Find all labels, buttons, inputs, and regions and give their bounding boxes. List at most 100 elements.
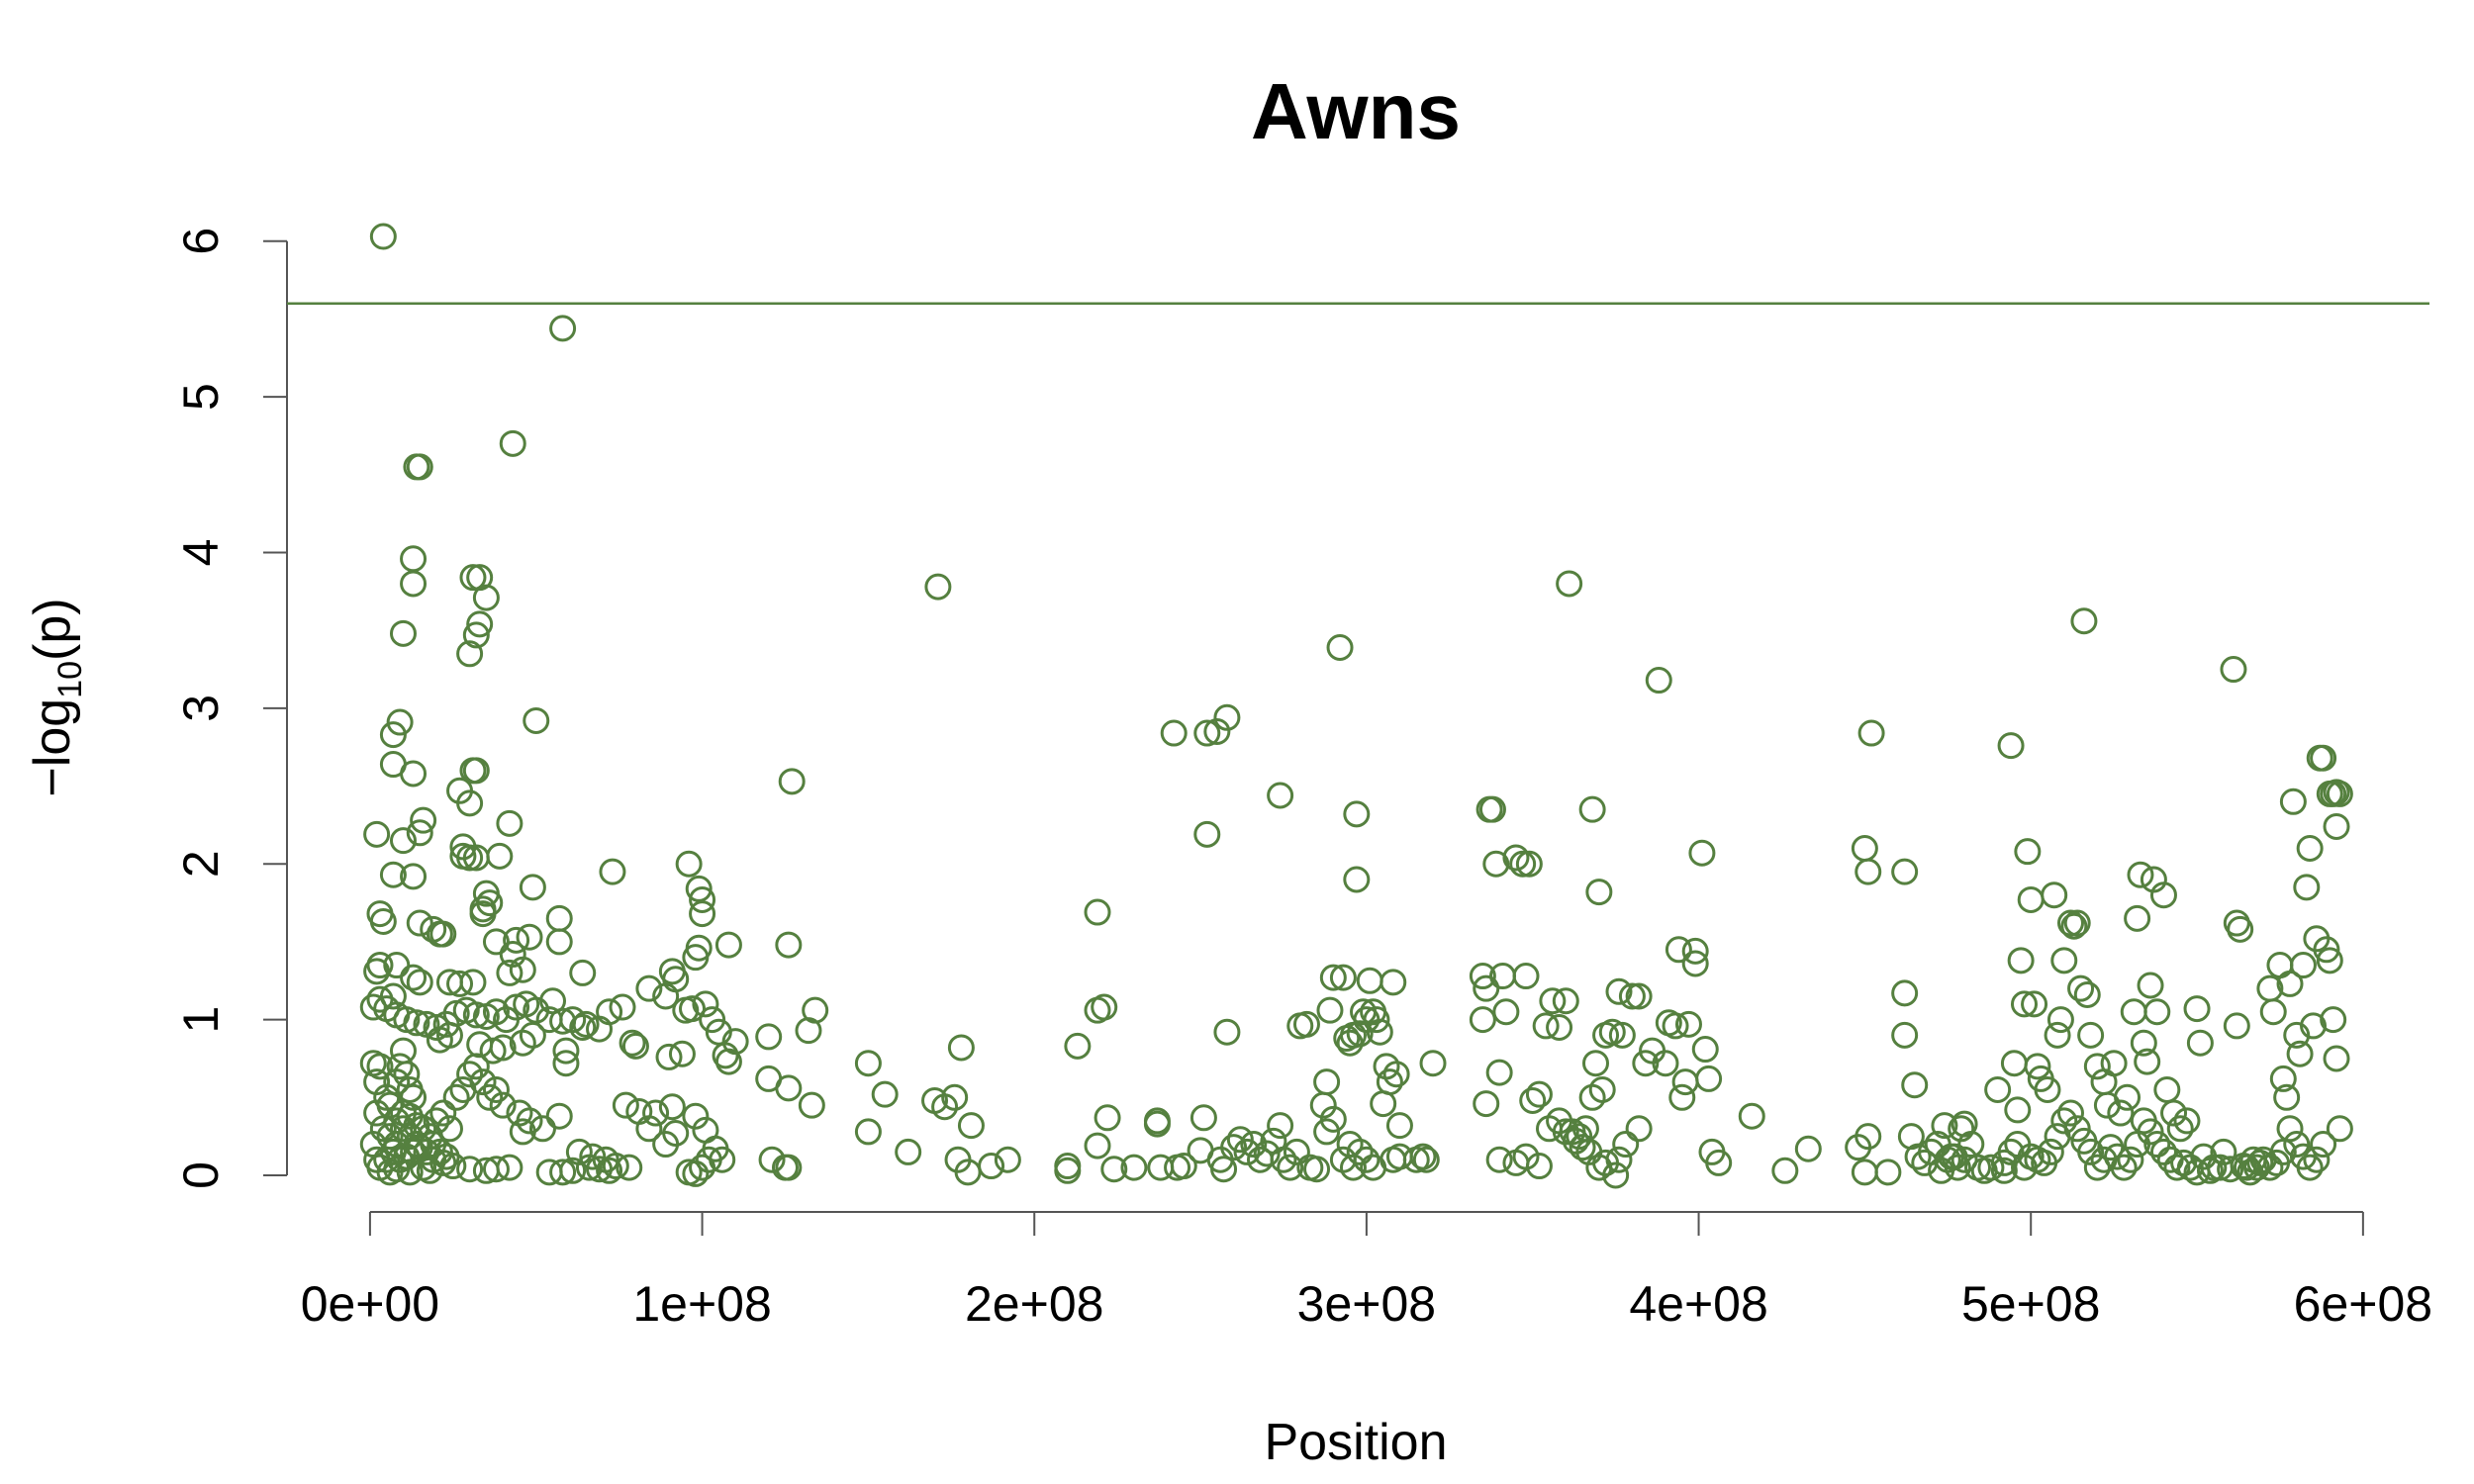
data-point: [1738, 1102, 1765, 1130]
data-point: [2153, 1075, 2181, 1103]
data-point: [482, 928, 510, 956]
data-point: [978, 1153, 1005, 1180]
data-point: [854, 1118, 882, 1146]
data-point: [1292, 1010, 1320, 1038]
data-point: [586, 1156, 614, 1183]
data-point: [692, 990, 719, 1018]
data-point: [2021, 990, 2048, 1018]
data-point: [379, 982, 407, 1010]
data-point: [1316, 996, 1344, 1024]
data-point: [363, 820, 391, 848]
data-point: [679, 995, 707, 1023]
data-point: [1233, 1138, 1261, 1165]
data-point: [2316, 947, 2343, 974]
data-point: [1891, 979, 1919, 1007]
data-point: [386, 1053, 414, 1080]
data-point: [1618, 982, 1646, 1010]
data-point: [410, 806, 437, 834]
data-point: [1193, 820, 1221, 848]
data-point: [1267, 782, 1294, 809]
data-point: [1681, 937, 1709, 965]
data-point: [1343, 800, 1371, 828]
data-point: [462, 1053, 490, 1080]
data-point: [2070, 1127, 2098, 1155]
data-point: [1674, 1010, 1702, 1038]
data-point: [523, 996, 550, 1024]
data-point: [1951, 1146, 1978, 1173]
data-point: [1473, 1090, 1500, 1118]
data-point: [689, 1154, 716, 1181]
data-point: [1502, 844, 1530, 872]
data-point: [668, 1040, 696, 1067]
data-point: [1612, 1131, 1640, 1159]
data-point: [379, 721, 407, 749]
data-point: [1984, 1075, 2012, 1103]
data-point: [1662, 1012, 1689, 1040]
y-axis: 0 1 2 3 4 5 6: [173, 228, 288, 1189]
data-point: [1771, 1157, 1799, 1184]
data-point: [486, 842, 514, 870]
data-point: [1874, 1159, 1902, 1186]
data-point: [2097, 1134, 2125, 1161]
data-point: [1532, 1012, 1560, 1040]
data-point: [599, 858, 626, 885]
data-point: [2004, 1131, 2032, 1159]
data-point: [1370, 1090, 1397, 1118]
data-point: [1891, 858, 1919, 885]
data-point: [1855, 1123, 1882, 1151]
data-point: [2073, 980, 2101, 1008]
data-point: [2289, 1143, 2317, 1170]
data-point: [1213, 703, 1241, 731]
data-point: [569, 959, 597, 986]
x-tick-label: 0e+00: [301, 1276, 439, 1332]
data-point: [662, 966, 690, 993]
data-point: [596, 1157, 623, 1184]
data-point: [854, 1050, 882, 1077]
data-point: [1064, 1032, 1092, 1060]
data-point: [689, 900, 716, 928]
data-point: [2041, 881, 2068, 909]
data-point: [755, 1023, 783, 1051]
data-point: [2217, 1156, 2244, 1183]
data-point: [1339, 1154, 1367, 1181]
data-point: [2289, 952, 2317, 979]
data-point: [446, 970, 474, 997]
data-point: [2223, 1012, 2250, 1040]
data-point: [994, 1146, 1021, 1173]
data-point: [1928, 1157, 1955, 1184]
data-point: [2310, 1131, 2337, 1159]
data-point: [1385, 1112, 1413, 1140]
data-point: [496, 809, 523, 837]
data-point: [1054, 1157, 1082, 1184]
data-point: [1100, 1156, 1128, 1183]
data-point: [2149, 881, 2177, 909]
data-point: [389, 1115, 417, 1143]
data-point: [2183, 1159, 2211, 1186]
data-point: [1552, 987, 1579, 1015]
data-point: [2014, 838, 2042, 866]
data-point: [2273, 1083, 2301, 1111]
data-point: [1303, 1156, 1331, 1183]
data-point: [1556, 570, 1583, 598]
data-point: [1319, 964, 1347, 991]
data-point: [714, 931, 742, 959]
data-point: [2010, 990, 2038, 1018]
data-point: [642, 1099, 670, 1127]
data-point: [2137, 972, 2164, 999]
data-point: [1143, 1110, 1171, 1138]
data-point: [1313, 1068, 1341, 1096]
data-point: [400, 863, 428, 890]
data-point: [472, 584, 500, 611]
data-point: [1267, 1112, 1294, 1140]
data-point: [359, 993, 387, 1021]
data-point: [2044, 1021, 2071, 1049]
data-point: [569, 1013, 597, 1041]
x-tick-label: 3e+08: [1297, 1276, 1436, 1332]
data-point: [685, 875, 713, 902]
x-tick-label: 2e+08: [965, 1276, 1103, 1332]
data-point: [1170, 1153, 1197, 1180]
data-point: [1552, 1118, 1579, 1146]
data-point: [2276, 1115, 2304, 1143]
data-point: [2256, 1154, 2284, 1181]
data-point: [2186, 1029, 2214, 1057]
